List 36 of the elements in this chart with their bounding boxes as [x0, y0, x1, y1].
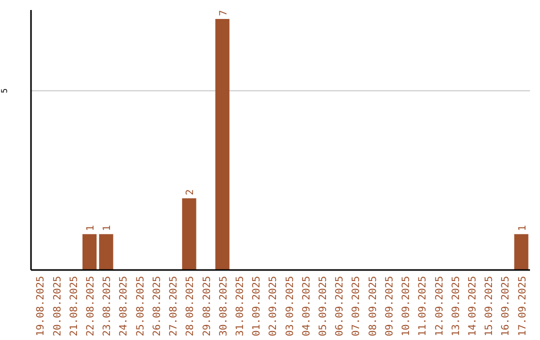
x-tick-label: 23.08.2025: [102, 276, 114, 336]
x-tick-label: 04.09.2025: [301, 276, 312, 336]
data-label: 7: [218, 10, 230, 16]
x-tick-label: 28.08.2025: [185, 276, 196, 336]
x-tick-label: 12.09.2025: [434, 276, 446, 336]
x-tick-label: 16.09.2025: [500, 276, 512, 336]
x-tick-label: 10.09.2025: [401, 276, 412, 336]
x-tick-label: 03.09.2025: [284, 276, 296, 336]
data-label: 1: [86, 225, 97, 232]
x-tick-label: 01.09.2025: [252, 276, 263, 336]
x-tick-label: 31.08.2025: [234, 276, 246, 336]
x-tick-label: 08.09.2025: [368, 276, 379, 336]
data-label: 2: [185, 189, 196, 196]
y-tick-label: 5: [0, 88, 9, 94]
x-tick-label: 27.08.2025: [168, 276, 180, 336]
x-tick-label: 09.09.2025: [384, 276, 396, 336]
x-tick-label: 05.09.2025: [318, 276, 330, 336]
x-tick-label: 02.09.2025: [268, 276, 280, 336]
x-tick-label: 19.08.2025: [36, 276, 47, 336]
x-tick-label: 29.08.2025: [202, 276, 213, 336]
x-tick-label: 07.09.2025: [351, 276, 362, 336]
x-tick-label: 26.08.2025: [152, 276, 163, 336]
x-tick-label: 13.09.2025: [450, 276, 462, 336]
x-tick-label: 06.09.2025: [334, 276, 346, 336]
x-tick-label: 25.08.2025: [135, 276, 146, 336]
x-tick-label: 24.08.2025: [118, 276, 130, 336]
x-tick-label: 15.09.2025: [484, 276, 496, 336]
x-tick-label: 20.08.2025: [52, 276, 64, 336]
x-tick-label: 30.08.2025: [218, 276, 230, 336]
data-label: 1: [517, 225, 528, 232]
x-tick-label: 14.09.2025: [467, 276, 478, 336]
x-tick-label: 17.09.2025: [517, 276, 528, 336]
data-label: 1: [102, 225, 114, 232]
x-tick-label: 22.08.2025: [86, 276, 97, 336]
x-tick-label: 11.09.2025: [418, 276, 429, 336]
x-tick-label: 21.08.2025: [68, 276, 80, 336]
